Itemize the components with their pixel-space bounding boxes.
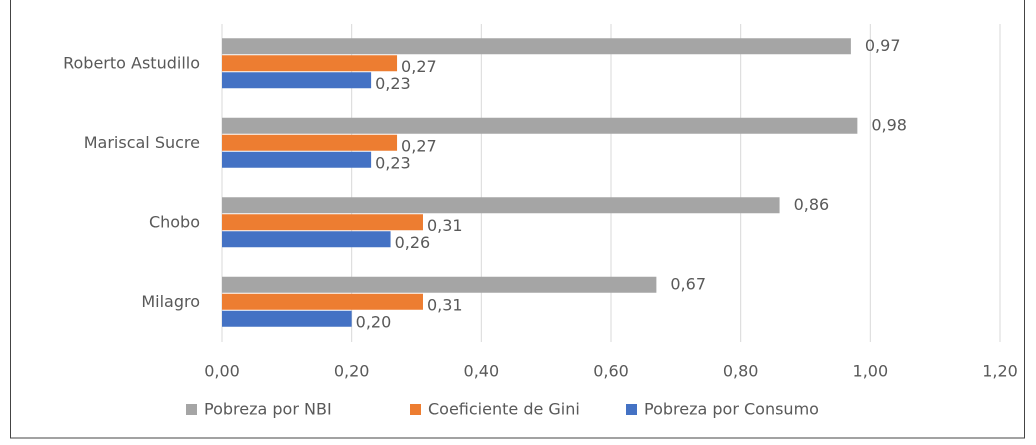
bar xyxy=(222,214,423,231)
value-label: 0,31 xyxy=(427,295,463,314)
bar xyxy=(222,151,372,168)
legend-label: Pobreza por Consumo xyxy=(644,400,819,419)
bar xyxy=(222,38,851,55)
legend-label: Coeficiente de Gini xyxy=(428,400,580,419)
y-tick-label: Chobo xyxy=(149,212,200,231)
y-tick-label: Roberto Astudillo xyxy=(63,53,200,72)
chart-border xyxy=(10,0,1025,439)
x-tick-label: 0,20 xyxy=(334,362,370,381)
value-label: 0,23 xyxy=(375,74,411,93)
value-label: 0,67 xyxy=(670,274,706,293)
x-tick-label: 0,60 xyxy=(593,362,629,381)
bar xyxy=(222,197,780,214)
value-label: 0,97 xyxy=(865,36,901,55)
bar xyxy=(222,72,372,89)
x-tick-label: 0,80 xyxy=(723,362,759,381)
y-tick-label: Milagro xyxy=(141,292,200,311)
bar xyxy=(222,117,858,134)
bar xyxy=(222,231,391,248)
legend-label: Pobreza por NBI xyxy=(204,400,332,419)
value-label: 0,26 xyxy=(395,233,431,252)
legend-swatch xyxy=(186,404,197,415)
bar xyxy=(222,55,398,72)
bar xyxy=(222,276,657,293)
value-label: 0,31 xyxy=(427,216,463,235)
bar xyxy=(222,310,352,327)
x-tick-label: 1,20 xyxy=(982,362,1018,381)
x-tick-label: 0,00 xyxy=(204,362,240,381)
value-label: 0,27 xyxy=(401,136,437,155)
x-tick-label: 1,00 xyxy=(853,362,889,381)
value-label: 0,20 xyxy=(356,312,392,331)
value-label: 0,98 xyxy=(871,115,907,134)
legend-swatch xyxy=(626,404,637,415)
bar xyxy=(222,134,398,151)
value-label: 0,27 xyxy=(401,57,437,76)
value-label: 0,86 xyxy=(794,195,830,214)
bar xyxy=(222,293,423,310)
y-tick-label: Mariscal Sucre xyxy=(84,133,200,152)
value-label: 0,23 xyxy=(375,153,411,172)
legend-swatch xyxy=(410,404,421,415)
x-tick-label: 0,40 xyxy=(464,362,500,381)
